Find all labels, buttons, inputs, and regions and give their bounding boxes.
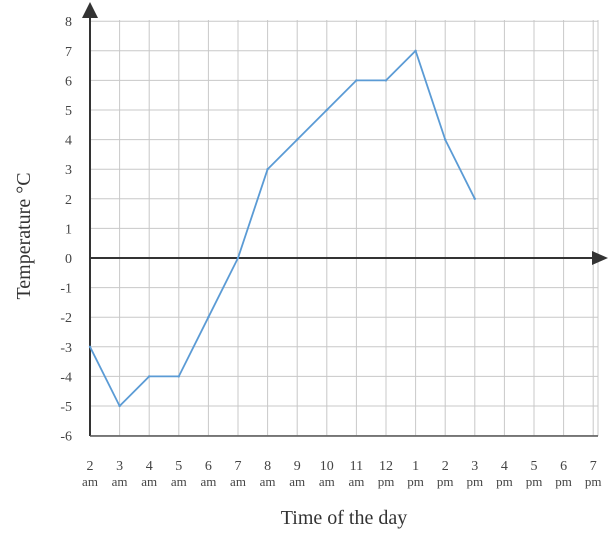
x-tick-period: am bbox=[171, 474, 187, 489]
x-tick-period: am bbox=[230, 474, 246, 489]
x-tick-period: am bbox=[141, 474, 157, 489]
data-point bbox=[236, 256, 240, 260]
grid bbox=[89, 20, 599, 437]
x-tick-period: pm bbox=[437, 474, 454, 489]
x-tick-labels: 2am3am4am5am6am7am8am9am10am11am12pm1pm2… bbox=[82, 459, 601, 489]
x-tick-hour: 4 bbox=[501, 459, 508, 474]
x-tick-hour: 5 bbox=[531, 459, 538, 474]
x-tick-hour: 5 bbox=[175, 459, 182, 474]
y-tick-label: 3 bbox=[65, 163, 72, 178]
y-tick-label: -4 bbox=[60, 370, 72, 385]
x-tick-period: am bbox=[200, 474, 216, 489]
x-tick-hour: 11 bbox=[350, 459, 363, 474]
x-tick-hour: 10 bbox=[320, 459, 334, 474]
x-tick-hour: 6 bbox=[560, 459, 567, 474]
x-tick-period: am bbox=[319, 474, 335, 489]
y-tick-label: 7 bbox=[65, 45, 72, 60]
x-tick-period: pm bbox=[378, 474, 395, 489]
data-point bbox=[473, 197, 476, 200]
x-tick-period: pm bbox=[526, 474, 543, 489]
x-tick-period: am bbox=[112, 474, 128, 489]
y-tick-label: 1 bbox=[65, 222, 72, 237]
y-tick-labels: 8 7 6 5 4 3 2 1 0 -1 -2 -3 -4 -5 -6 bbox=[60, 15, 72, 444]
x-tick-period: am bbox=[260, 474, 276, 489]
y-tick-label: 6 bbox=[65, 74, 72, 89]
y-tick-label: 2 bbox=[65, 193, 72, 208]
x-tick-period: am bbox=[82, 474, 98, 489]
data-point bbox=[384, 79, 388, 82]
data-point bbox=[207, 316, 210, 319]
x-tick-hour: 7 bbox=[590, 459, 597, 474]
data-point bbox=[355, 79, 358, 82]
y-tick-label: 5 bbox=[65, 104, 72, 119]
y-tick-label: 4 bbox=[65, 134, 72, 149]
x-tick-hour: 1 bbox=[412, 459, 419, 474]
y-axis-title: Temperature °C bbox=[13, 172, 35, 299]
data-point bbox=[148, 375, 151, 378]
x-tick-hour: 6 bbox=[205, 459, 212, 474]
x-tick-hour: 3 bbox=[471, 459, 478, 474]
x-axis-title: Time of the day bbox=[281, 507, 407, 529]
y-tick-label: 8 bbox=[65, 15, 72, 30]
data-point bbox=[177, 375, 180, 378]
x-tick-period: pm bbox=[466, 474, 483, 489]
data-point bbox=[296, 138, 299, 141]
y-tick-label: -2 bbox=[60, 311, 72, 326]
data-point bbox=[325, 108, 328, 112]
x-tick-hour: 4 bbox=[146, 459, 153, 474]
x-tick-period: pm bbox=[585, 474, 602, 489]
data-point bbox=[266, 168, 269, 171]
y-tick-label: -1 bbox=[60, 282, 72, 297]
x-tick-period: pm bbox=[496, 474, 513, 489]
x-tick-hour: 3 bbox=[116, 459, 123, 474]
data-point bbox=[444, 138, 447, 141]
x-tick-hour: 7 bbox=[235, 459, 242, 474]
x-tick-hour: 12 bbox=[379, 459, 393, 474]
axes bbox=[82, 2, 608, 437]
x-axis-arrow bbox=[592, 251, 608, 265]
x-tick-hour: 2 bbox=[442, 459, 449, 474]
x-tick-hour: 9 bbox=[294, 459, 301, 474]
series-line bbox=[89, 49, 476, 407]
y-tick-label: -3 bbox=[60, 341, 72, 356]
x-tick-period: am bbox=[348, 474, 364, 489]
series-layer bbox=[88, 49, 476, 408]
y-tick-label: 0 bbox=[65, 252, 72, 267]
x-tick-hour: 8 bbox=[264, 459, 271, 474]
y-tick-label: -5 bbox=[60, 400, 72, 415]
data-point bbox=[118, 404, 121, 408]
x-tick-period: pm bbox=[555, 474, 572, 489]
x-tick-period: am bbox=[289, 474, 305, 489]
data-point bbox=[88, 345, 92, 348]
y-axis-arrow bbox=[82, 2, 98, 18]
x-tick-hour: 2 bbox=[87, 459, 94, 474]
x-tick-period: pm bbox=[407, 474, 424, 489]
data-point bbox=[414, 49, 417, 52]
y-tick-label: -6 bbox=[60, 430, 72, 445]
